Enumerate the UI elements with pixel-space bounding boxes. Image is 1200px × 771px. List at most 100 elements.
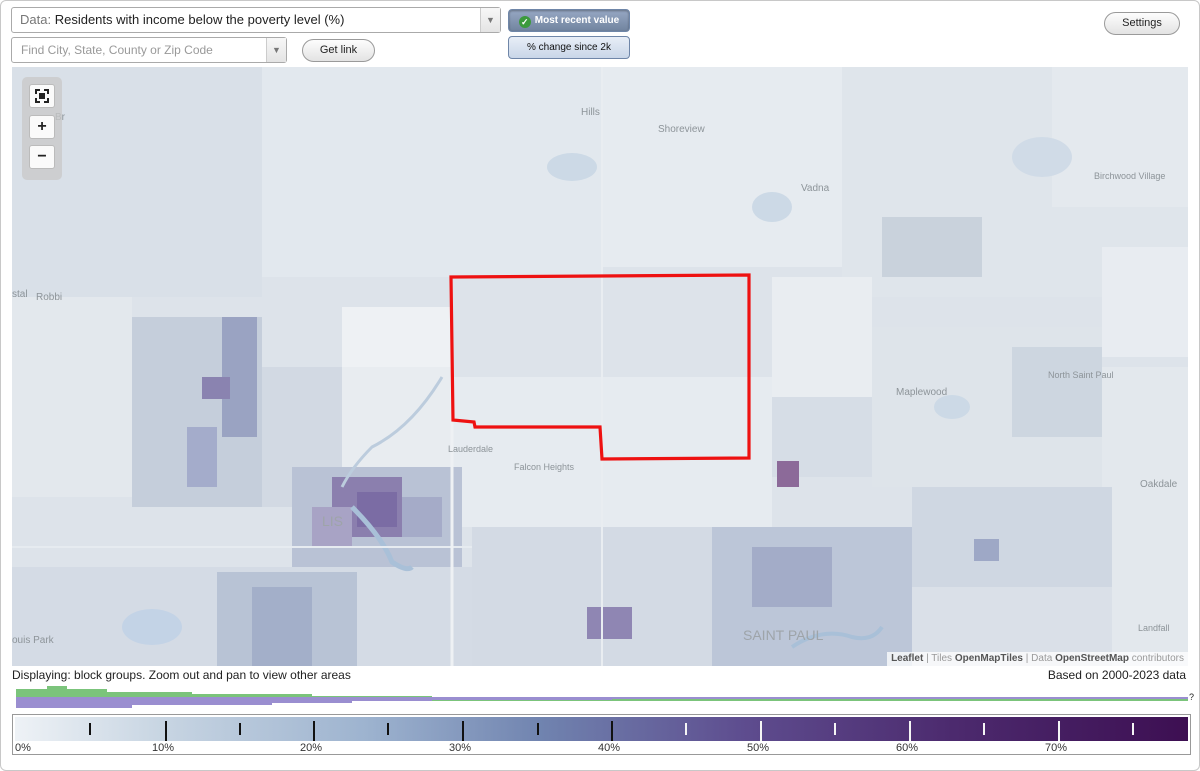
map-label-oakdale: Oakdale: [1140, 479, 1178, 490]
legend-label-0: 0%: [15, 742, 31, 754]
region: [202, 377, 230, 399]
region: [587, 607, 632, 639]
map-svg: [12, 67, 1188, 666]
legend-label-50: 50%: [747, 742, 770, 754]
region: [312, 507, 352, 547]
lake: [752, 192, 792, 222]
check-icon: ✓: [518, 16, 531, 28]
map-label-minneapolis: LIS: [322, 513, 344, 529]
lake: [122, 609, 182, 645]
display-level-status: Displaying: block groups. Zoom out and p…: [12, 668, 351, 682]
mode-percent-change-button[interactable]: % change since 2k: [508, 36, 630, 59]
map-label-shoreview: Shoreview: [658, 124, 705, 135]
selection-outline: [449, 273, 751, 461]
histogram-purple-series: [16, 697, 1188, 708]
attribution-tiles-prefix: Tiles: [931, 653, 953, 664]
map-label-falcon-heights: Falcon Heights: [514, 462, 575, 472]
attribution-data-prefix: Data: [1031, 653, 1053, 664]
map-label-lauderdale: Lauderdale: [448, 444, 494, 454]
get-link-button[interactable]: Get link: [302, 39, 375, 62]
attribution-osm-link[interactable]: OpenStreetMap: [1055, 653, 1129, 664]
region: [772, 277, 872, 397]
legend-label-70: 70%: [1045, 742, 1068, 754]
fullscreen-icon[interactable]: [29, 84, 55, 108]
legend-tick: [983, 723, 985, 735]
search-dropdown-chevron-icon[interactable]: ▼: [266, 38, 286, 62]
mode-percent-change-label: % change since 2k: [527, 42, 611, 53]
zoom-out-button[interactable]: −: [29, 145, 55, 169]
region: [342, 307, 452, 367]
region: [1052, 67, 1188, 207]
legend-tick: [537, 723, 539, 735]
legend-tick: [313, 721, 315, 741]
river: [790, 625, 884, 649]
map-label-birchwood: Birchwood Village: [1094, 171, 1166, 181]
location-search-input[interactable]: [11, 37, 287, 63]
legend-tick: [387, 723, 389, 735]
region: [1102, 247, 1188, 357]
region: [12, 297, 132, 497]
legend-tick: [611, 721, 613, 741]
zoom-in-button[interactable]: +: [29, 115, 55, 139]
legend-tick: [1132, 723, 1134, 735]
attribution-suffix: contributors: [1131, 653, 1184, 664]
region: [252, 587, 312, 666]
map-label-robbinsdale: Robbi: [36, 292, 63, 303]
region: [1012, 347, 1102, 437]
legend-label-20: 20%: [300, 742, 323, 754]
legend-tick: [685, 723, 687, 735]
mode-most-recent-label: Most recent value: [534, 15, 620, 26]
map-label-hills: Hills: [581, 107, 600, 118]
region: [187, 427, 217, 487]
legend-tick: [239, 723, 241, 735]
region: [402, 497, 442, 537]
legend-tick: [89, 723, 91, 735]
river: [340, 376, 444, 488]
region: [974, 539, 999, 561]
legend-label-60: 60%: [896, 742, 919, 754]
mode-most-recent-button[interactable]: ✓ Most recent value: [508, 9, 630, 32]
map-label-crystal: stal: [12, 289, 28, 300]
lake: [547, 153, 597, 181]
data-variable-select[interactable]: Data: Residents with income below the po…: [11, 7, 501, 33]
histogram-unknown-marker: ?: [1189, 692, 1194, 702]
map-label-vadnais: Vadna: [801, 183, 830, 194]
legend-color-ramp: [15, 717, 1188, 741]
legend-label-40: 40%: [598, 742, 621, 754]
map-label-saint-paul: SAINT PAUL: [743, 627, 824, 643]
region: [882, 217, 982, 277]
map-label-north-saint-paul: North Saint Paul: [1048, 370, 1114, 380]
lake: [934, 395, 970, 419]
choropleth-map[interactable]: Hills Shoreview Vadna Birchwood Village …: [12, 67, 1188, 666]
map-label-landfall: Landfall: [1138, 623, 1170, 633]
region: [262, 67, 602, 277]
region: [452, 377, 772, 527]
color-legend: 0% 10% 20% 30% 40% 50% 60% 70%: [12, 714, 1191, 755]
legend-tick: [462, 721, 464, 741]
data-select-value: Residents with income below the poverty …: [54, 12, 345, 27]
legend-tick: [165, 721, 167, 741]
legend-tick: [909, 721, 911, 741]
region: [602, 67, 842, 267]
region: [1102, 367, 1188, 666]
map-label-louis-park: ouis Park: [12, 635, 54, 646]
chevron-down-icon[interactable]: ▼: [480, 8, 500, 32]
map-zoom-controls: + −: [22, 77, 62, 180]
data-range-status: Based on 2000-2023 data: [1047, 668, 1186, 682]
legend-tick: [834, 723, 836, 735]
data-select-prefix: Data:: [20, 12, 52, 27]
attribution-leaflet-link[interactable]: Leaflet: [891, 653, 924, 664]
map-attribution: Leaflet | Tiles OpenMapTiles | Data Open…: [887, 652, 1188, 666]
legend-label-30: 30%: [449, 742, 472, 754]
legend-tick: [760, 721, 762, 741]
region: [752, 547, 832, 607]
distribution-histogram: ?: [16, 686, 1194, 708]
legend-tick: [1058, 721, 1060, 741]
lake: [1012, 137, 1072, 177]
settings-button[interactable]: Settings: [1104, 12, 1180, 35]
legend-label-10: 10%: [152, 742, 175, 754]
region: [777, 461, 799, 487]
map-label-maplewood: Maplewood: [896, 387, 948, 398]
river: [350, 505, 414, 572]
attribution-tiles-link[interactable]: OpenMapTiles: [954, 653, 1023, 664]
